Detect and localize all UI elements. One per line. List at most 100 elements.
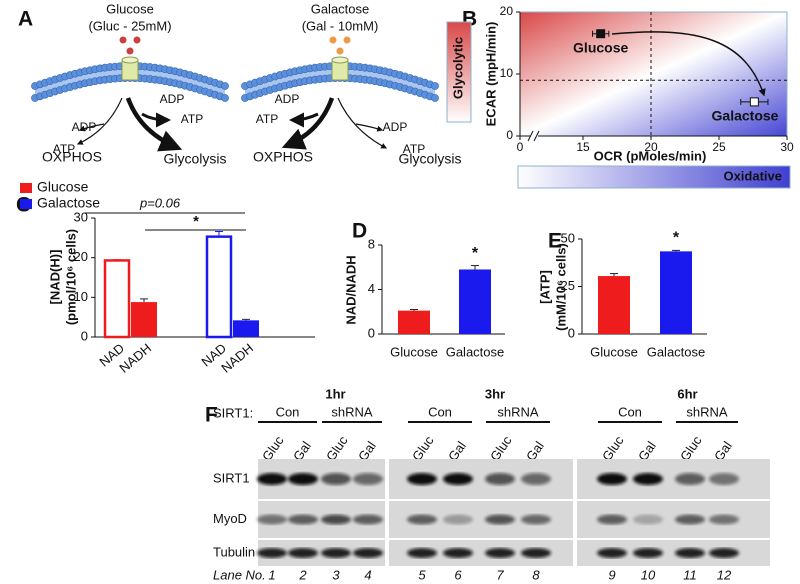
y-axis-title: (mM/10⁶ cells) <box>553 243 568 331</box>
energy-label: ATP <box>181 112 203 126</box>
lane-number: 6 <box>454 567 462 582</box>
y-tick-label: 20 <box>500 4 514 18</box>
x-tick-label: Galactose <box>647 344 706 359</box>
lipid-head <box>431 82 439 90</box>
group-label: Con <box>428 404 452 419</box>
blot-band <box>709 473 739 485</box>
bar <box>660 251 692 334</box>
significance-label: * <box>673 230 680 247</box>
lane-number: 8 <box>532 567 540 582</box>
axis-break-gap <box>530 132 538 140</box>
bar <box>103 259 131 339</box>
point-label: Glucose <box>573 39 628 55</box>
y-tick-label: 30 <box>74 209 88 224</box>
glycolytic-scale <box>446 21 472 123</box>
lipid-head <box>431 94 439 102</box>
pathway-arrow <box>78 123 105 132</box>
glycolytic-label: Glycolytic <box>450 37 465 99</box>
bar <box>233 320 259 337</box>
y-tick-label: 0 <box>506 128 513 142</box>
energy-label: ATP <box>403 142 425 156</box>
data-point <box>596 29 606 39</box>
lane-number: 2 <box>298 567 307 582</box>
group-label: shRNA <box>497 404 539 419</box>
group-label: Con <box>276 404 300 419</box>
legend-swatch <box>20 199 32 209</box>
y-tick-label: 10 <box>74 289 88 304</box>
x-tick-label: 15 <box>576 140 590 154</box>
blot-band <box>407 514 437 525</box>
blot-band <box>407 548 437 558</box>
y-axis-title: NAD/NADH <box>343 255 358 324</box>
bar <box>398 310 430 334</box>
comparison-label: p=0.06 <box>139 195 181 210</box>
lane-number: 1 <box>268 567 275 582</box>
lane-number: 5 <box>418 567 426 582</box>
blot-band <box>321 473 351 485</box>
energy-label: ADP <box>383 120 408 134</box>
substrate-concentration: (Gluc - 25mM) <box>88 18 171 33</box>
x-axis-title: OCR (pMoles/min) <box>594 148 707 163</box>
y-tick-label: 50 <box>561 230 575 245</box>
pathway-arrow <box>355 123 384 132</box>
x-tick-label: Galactose <box>446 344 505 359</box>
lipid-head <box>221 94 229 102</box>
pathway-arrow <box>125 97 183 152</box>
y-tick-label: 10 <box>500 66 514 80</box>
blot-band <box>321 548 351 558</box>
oxidative-label: Oxidative <box>723 168 782 183</box>
blot-label: MyoD <box>213 511 247 526</box>
blot-band <box>257 548 287 558</box>
substrate-concentration: (Gal - 10mM) <box>302 18 379 33</box>
blot-band <box>597 514 627 525</box>
lane-number: 9 <box>608 567 615 582</box>
y-axis-title: [NAD(H)] <box>47 250 62 305</box>
legend-label: Glucose <box>37 179 89 195</box>
membrane-body <box>245 68 435 100</box>
blot-band <box>485 514 515 525</box>
bar <box>131 302 157 337</box>
pathway-label: Glycolysis <box>398 151 461 167</box>
blot-band <box>633 514 663 525</box>
blot-band <box>485 473 515 485</box>
lane-number-label: Lane No. <box>213 567 266 582</box>
pathway-label: OXPHOS <box>253 149 313 165</box>
row-header: SIRT1: <box>213 405 253 420</box>
pathway-label: Glycolysis <box>163 151 226 167</box>
blot-band <box>597 473 627 485</box>
y-axis-title: (pmol/10⁶ cells) <box>63 229 78 325</box>
pathway-arrow <box>289 112 319 128</box>
legend-swatch <box>20 183 32 193</box>
energy-label: ADP <box>160 92 185 106</box>
bar <box>598 276 630 334</box>
blot-band <box>443 548 473 558</box>
lane-number: 4 <box>364 567 371 582</box>
sugar-molecule <box>119 36 127 44</box>
blot-band <box>407 473 437 485</box>
bar <box>459 269 491 334</box>
blot-band <box>633 548 663 558</box>
y-tick-label: 0 <box>368 325 375 340</box>
transporter-top <box>121 56 139 64</box>
blot-band <box>675 548 705 558</box>
lane-number: 3 <box>332 567 340 582</box>
panel-label: E <box>548 230 562 253</box>
transition-arrow <box>611 31 766 97</box>
transporter-top <box>331 56 349 64</box>
panel-label: F <box>205 404 218 427</box>
pathway-arrow <box>141 112 171 128</box>
blot-band <box>521 473 551 485</box>
group-label: Con <box>618 404 642 419</box>
significance-label: * <box>472 245 479 262</box>
bar <box>205 235 233 339</box>
sugar-molecule <box>329 36 337 44</box>
blot-band <box>597 548 627 558</box>
blot-band <box>353 548 383 558</box>
significance-label: * <box>193 213 199 230</box>
blot-label: Tubulin <box>213 544 255 559</box>
x-tick-label: Glucose <box>590 344 638 359</box>
x-tick-label: NADH <box>116 340 154 375</box>
x-tick-label: 0 <box>517 140 524 154</box>
group-label: shRNA <box>686 404 728 419</box>
